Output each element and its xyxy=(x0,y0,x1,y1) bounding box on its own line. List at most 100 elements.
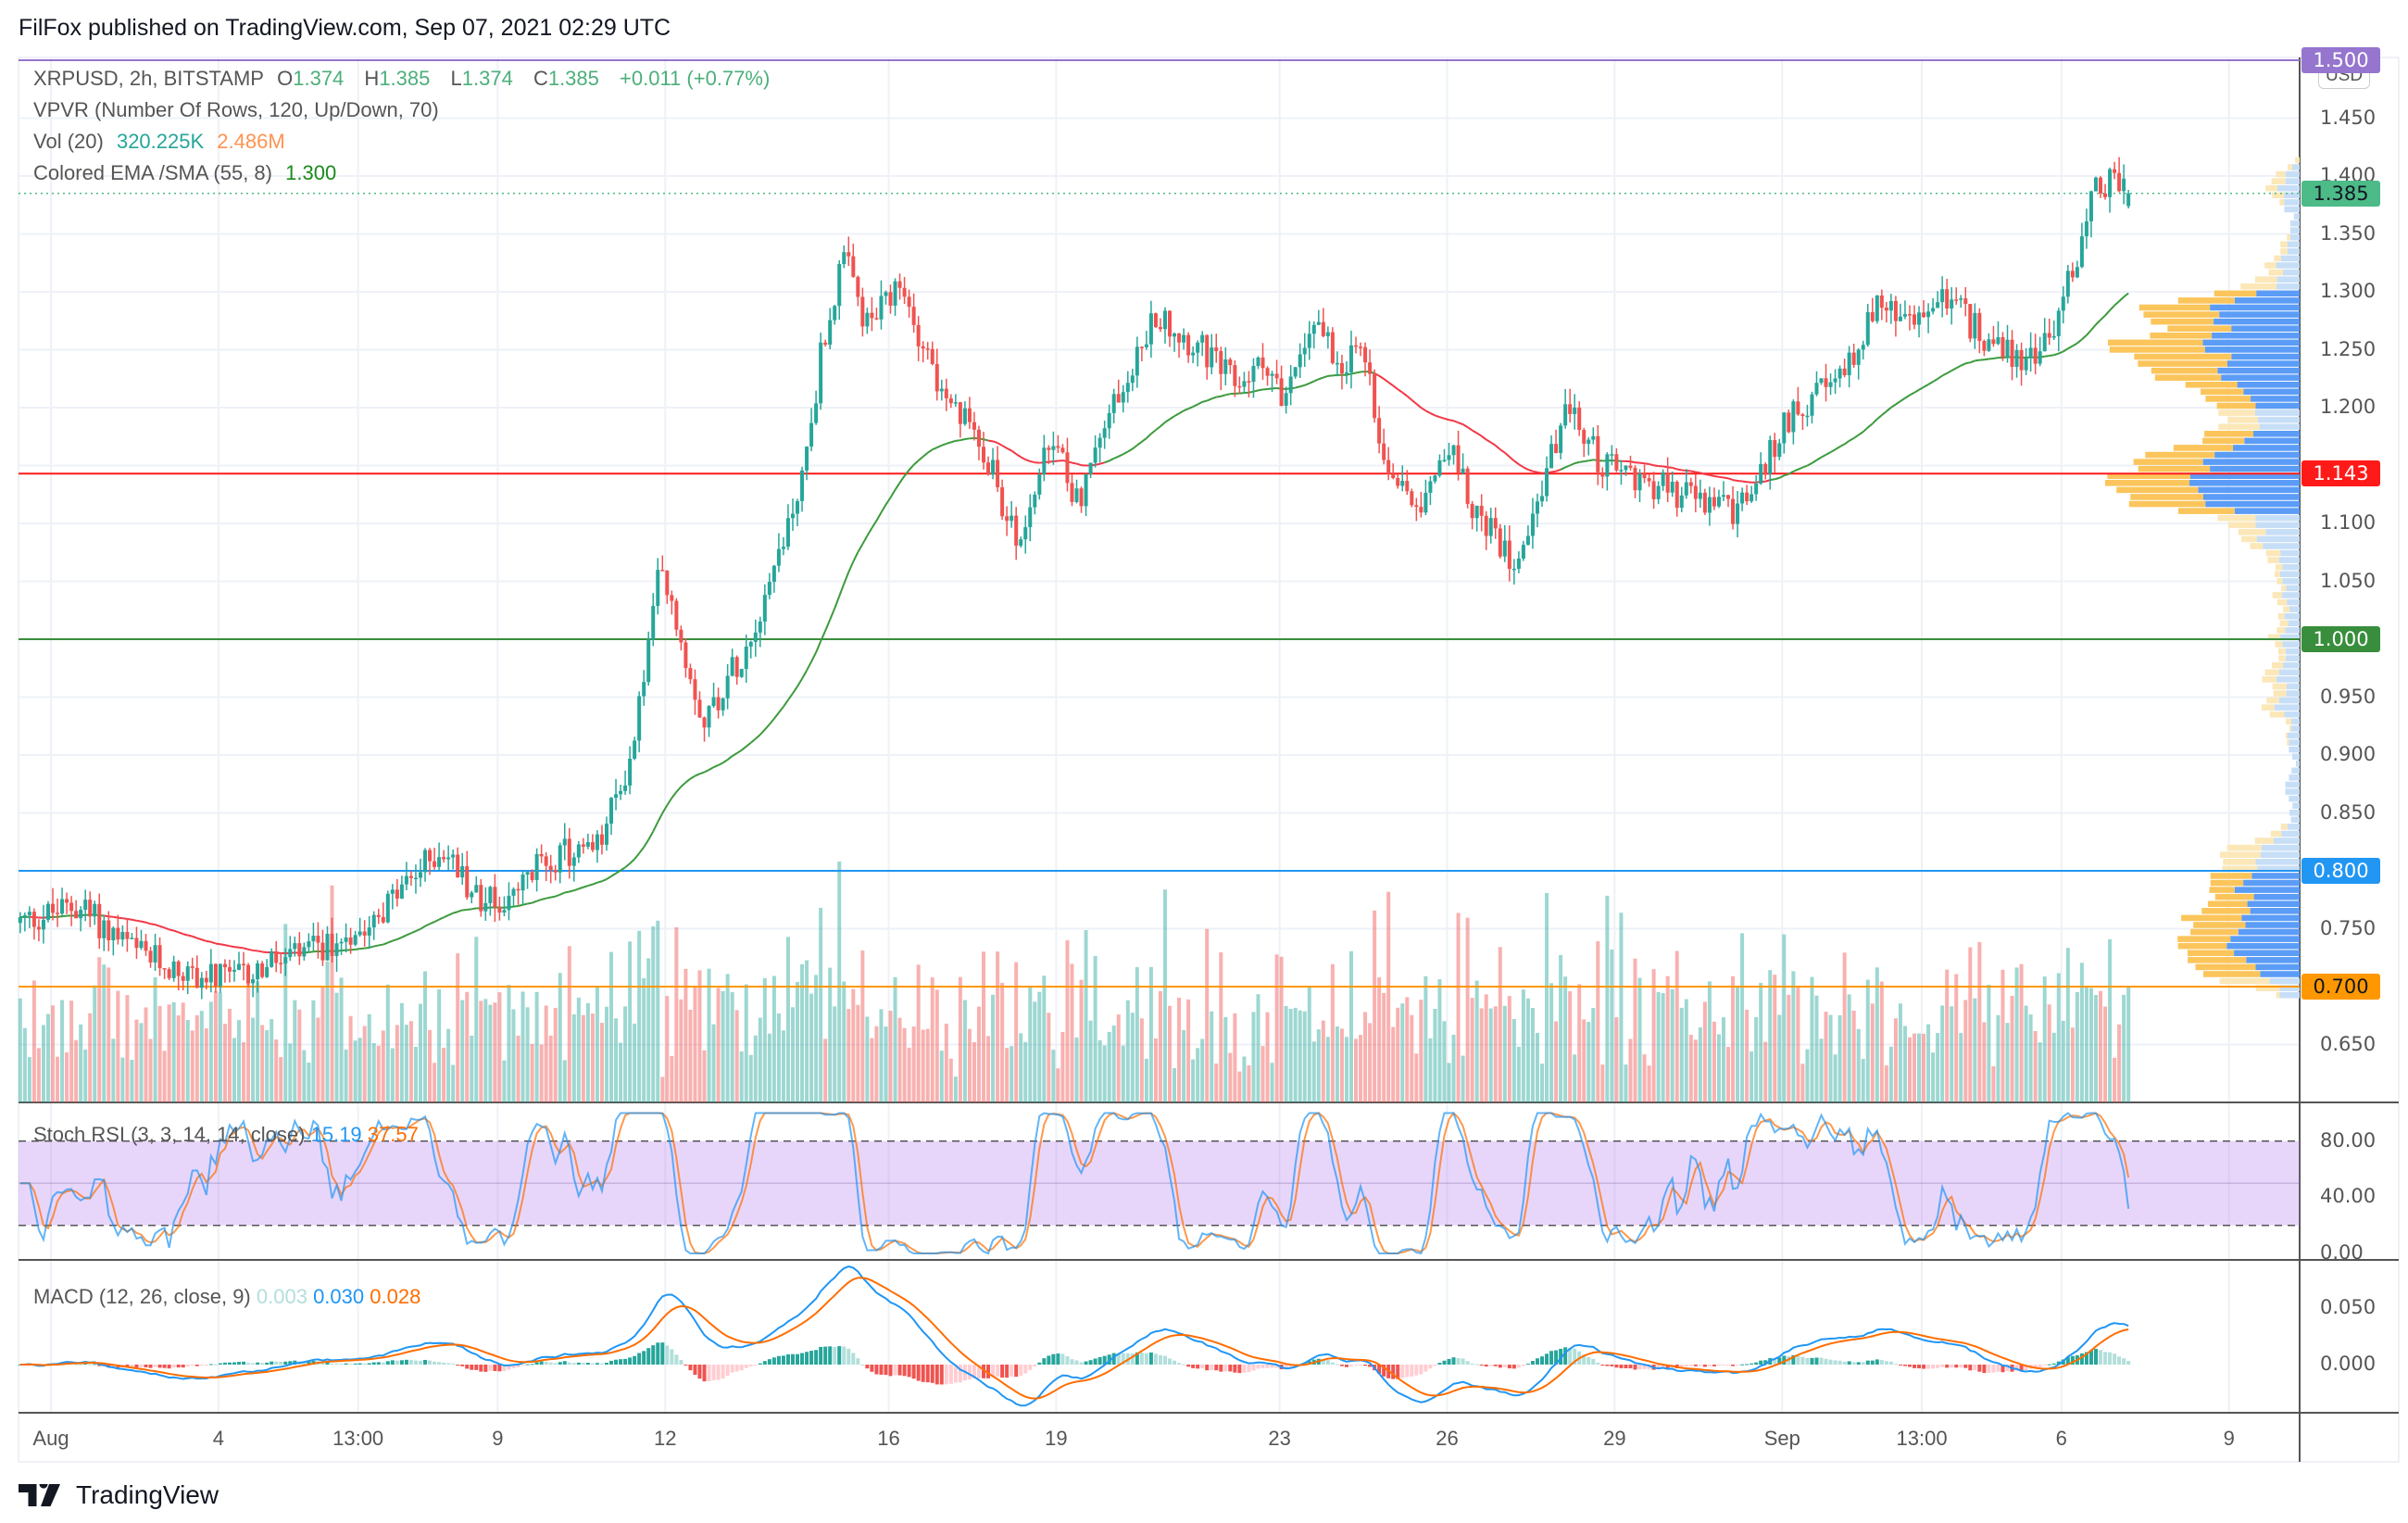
macd-hist-bar xyxy=(1274,1365,1279,1368)
macd-hist-bar xyxy=(734,1365,739,1372)
candle xyxy=(1396,474,1400,489)
ema-segment xyxy=(1890,403,1897,409)
macd-hist-bar xyxy=(497,1365,502,1372)
volume-bar xyxy=(1736,986,1740,1102)
chart-frame xyxy=(18,57,2400,1463)
candle-body xyxy=(1437,459,1442,476)
macd-hist-bar xyxy=(208,1364,213,1366)
candle xyxy=(982,432,986,470)
vpvr-down-bar xyxy=(2227,522,2256,529)
candle-body xyxy=(1451,445,1456,456)
vpvr-down-bar xyxy=(2272,192,2285,199)
candle-body xyxy=(1000,486,1005,517)
candle xyxy=(828,308,833,349)
volume-bar xyxy=(1228,1052,1233,1102)
candle xyxy=(45,900,50,923)
volume-bar xyxy=(162,1051,167,1102)
time-axis-label: 13:00 xyxy=(332,1427,384,1450)
ema-segment xyxy=(1872,418,1878,425)
macd-hist-bar xyxy=(1233,1365,1237,1373)
candle xyxy=(1837,365,1842,388)
volume-bar xyxy=(88,1013,93,1102)
candle-body xyxy=(339,941,344,944)
ema-segment xyxy=(946,441,952,445)
vpvr-up-bar xyxy=(2253,893,2300,900)
ema-segment xyxy=(1127,447,1134,453)
macd-hist-bar xyxy=(1321,1359,1325,1365)
candle xyxy=(1316,309,1321,326)
candle xyxy=(1373,369,1377,423)
volume-legend[interactable]: Vol (20) 320.225K 2.486M xyxy=(33,130,293,154)
vpvr-down-bar xyxy=(2201,388,2244,396)
volume-bar xyxy=(1545,892,1549,1102)
stoch-rsi-legend[interactable]: Stoch RSI (3, 3, 14, 14, close) 15.19 37… xyxy=(33,1123,419,1147)
ema-segment xyxy=(1867,422,1874,429)
volume-bar xyxy=(1917,1033,1922,1102)
macd-legend[interactable]: MACD (12, 26, close, 9) 0.003 0.030 0.02… xyxy=(33,1285,420,1309)
vpvr-up-bar xyxy=(2247,900,2300,908)
volume-bar xyxy=(967,1028,972,1102)
candle xyxy=(2024,347,2028,375)
macd-line xyxy=(19,1265,2129,1407)
vpvr-down-bar xyxy=(2287,164,2292,170)
ema-segment xyxy=(922,451,929,458)
macd-hist-bar xyxy=(1712,1365,1716,1366)
candle xyxy=(1847,346,1851,388)
macd-hist-bar xyxy=(1242,1365,1247,1373)
candle xyxy=(1791,399,1796,445)
candle xyxy=(1684,469,1688,499)
candle-body xyxy=(1042,447,1047,475)
candle xyxy=(367,915,371,950)
macd-hist-bar xyxy=(162,1365,167,1368)
macd-hist-bar xyxy=(1516,1365,1521,1368)
ema-segment xyxy=(1699,472,1706,475)
candle-body xyxy=(97,903,102,938)
candle-body xyxy=(1679,495,1684,509)
ema-segment xyxy=(1490,441,1497,447)
macd-hist-bar xyxy=(1121,1353,1125,1365)
vpvr-legend[interactable]: VPVR (Number Of Rows, 120, Up/Down, 70) xyxy=(33,98,446,122)
vpvr-up-bar xyxy=(2260,971,2300,977)
candle-body xyxy=(1274,373,1279,379)
vpvr-down-bar xyxy=(2295,157,2300,164)
candle-body xyxy=(1828,382,1833,387)
ema-segment xyxy=(871,520,878,529)
candle-body xyxy=(1591,435,1596,440)
macd-hist-bar xyxy=(948,1365,953,1384)
ema-legend[interactable]: Colored EMA /SMA (55, 8) 1.300 xyxy=(33,161,344,185)
volume-bar xyxy=(511,1009,516,1102)
candle-body xyxy=(2093,177,2098,192)
candle-body xyxy=(1559,425,1563,453)
macd-hist-bar xyxy=(1079,1362,1084,1365)
candle xyxy=(2099,176,2103,198)
candle xyxy=(316,922,320,959)
tradingview-logo[interactable]: TradingView xyxy=(19,1480,219,1510)
volume-bar xyxy=(958,976,962,1102)
ema-segment xyxy=(647,830,655,840)
candle xyxy=(2122,164,2126,205)
candle-body xyxy=(1796,401,1800,415)
volume-bar xyxy=(520,991,525,1102)
macd-hist-bar xyxy=(1898,1365,1902,1366)
candle xyxy=(814,390,819,425)
ema-segment xyxy=(1644,462,1649,465)
candle-body xyxy=(884,292,888,296)
ema-segment xyxy=(1313,378,1320,383)
candle xyxy=(967,396,972,429)
vpvr-up-bar xyxy=(2263,543,2300,549)
ema-segment xyxy=(661,804,669,814)
volume-bar xyxy=(102,964,107,1102)
macd-hist-bar xyxy=(371,1362,376,1365)
candle xyxy=(428,848,433,875)
candle xyxy=(1940,276,1945,318)
candle-body xyxy=(1736,503,1740,524)
ema-segment xyxy=(806,661,812,672)
macd-hist-bar xyxy=(1010,1365,1014,1377)
volume-bar xyxy=(1070,963,1074,1102)
ema-segment xyxy=(857,543,864,553)
candle xyxy=(2033,334,2038,375)
candle-body xyxy=(633,740,637,759)
macd-hist-bar xyxy=(1591,1358,1596,1365)
volume-bar xyxy=(227,1009,232,1102)
